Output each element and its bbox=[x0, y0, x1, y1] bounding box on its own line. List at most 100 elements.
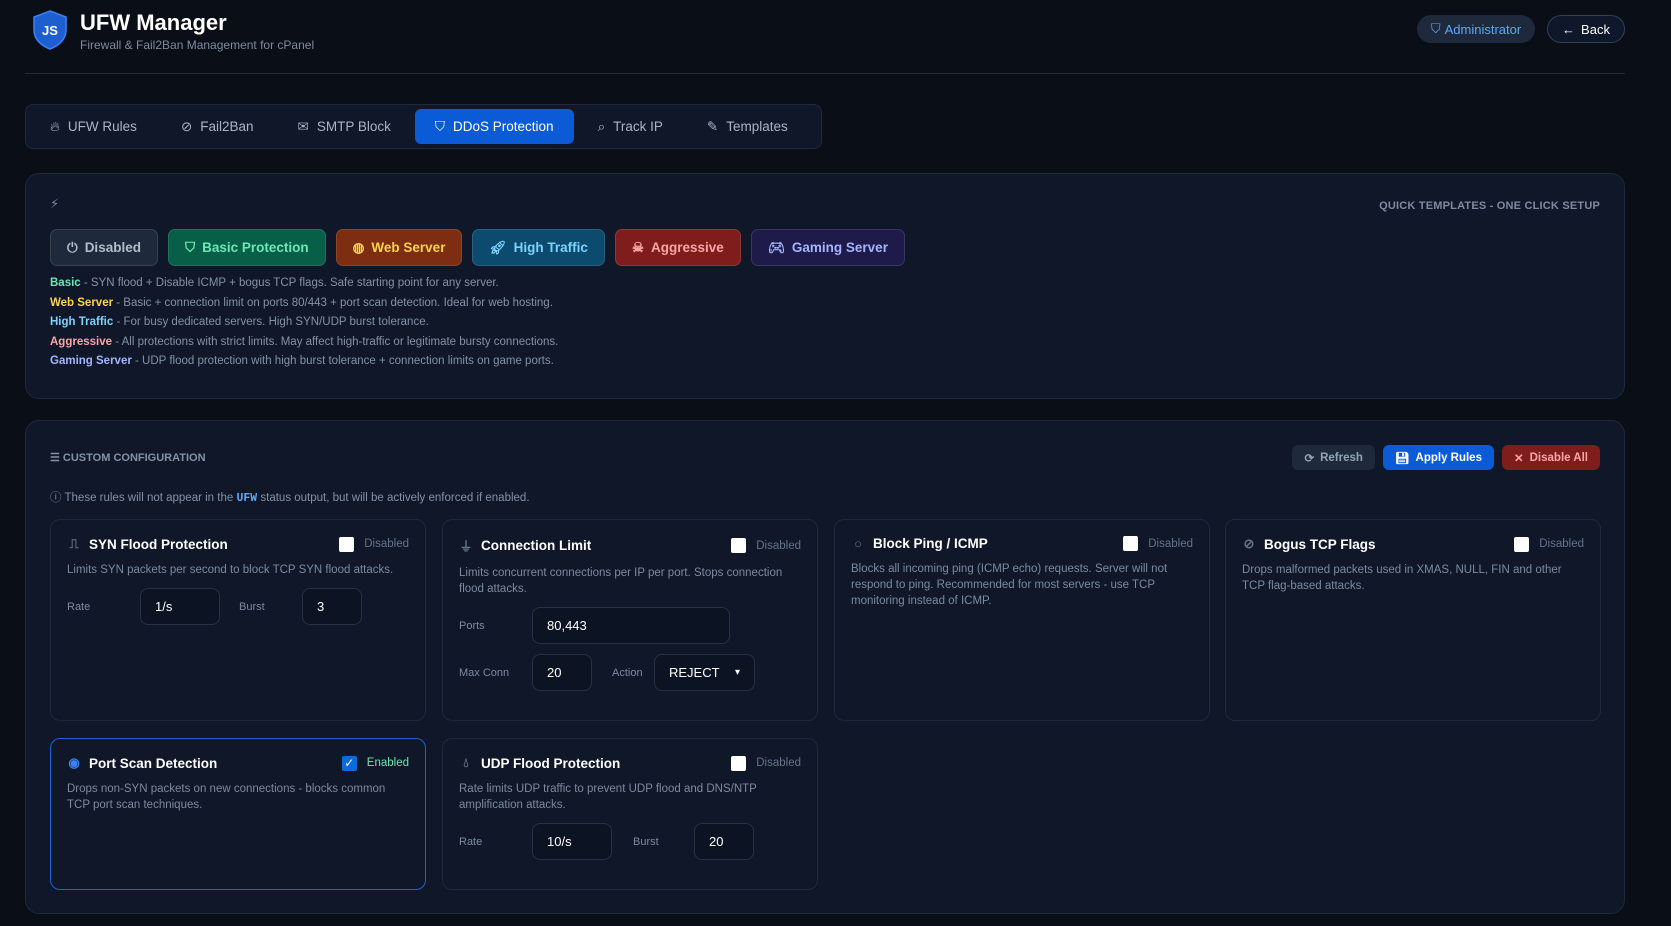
ports-label: Ports bbox=[459, 619, 485, 632]
template-buttons: ⏻ Disabled ⛉ Basic Protection ◍ Web Server 🚀︎ H… bbox=[50, 229, 905, 266]
udp-flood-checkbox[interactable] bbox=[731, 755, 747, 771]
template-web-server-button[interactable]: ◍ Web Server bbox=[335, 229, 463, 266]
connection-limit-checkbox[interactable] bbox=[731, 538, 747, 553]
refresh-label: Refresh bbox=[1320, 451, 1363, 464]
custom-config-heading: ☰ CUSTOM CONFIGURATION bbox=[50, 451, 206, 464]
template-name: Gaming Server bbox=[50, 355, 132, 367]
card-title: UDP Flood Protection bbox=[481, 755, 621, 771]
ports-input[interactable]: 80,443 bbox=[532, 607, 730, 644]
action-select[interactable]: REJECT ▾ bbox=[654, 654, 755, 691]
app-title: UFW Manager bbox=[80, 10, 227, 35]
syn-flood-checkbox[interactable] bbox=[339, 536, 355, 552]
sliders-icon: ☰ bbox=[50, 452, 63, 464]
card-description: Limits SYN packets per second to block T… bbox=[67, 564, 394, 576]
tab-label: Track IP bbox=[613, 119, 663, 134]
disable-all-button[interactable]: ✕ Disable All bbox=[1501, 445, 1600, 470]
plug-icon: ⏚ bbox=[459, 539, 473, 554]
bogus-tcp-card: ⊘ Bogus TCP Flags Disabled Drops malforme… bbox=[1225, 519, 1601, 721]
note-text: status output, but will be actively enfo… bbox=[257, 492, 530, 504]
template-descriptions: Basic - SYN flood + Disable ICMP + bogus… bbox=[50, 274, 558, 372]
burst-label: Burst bbox=[239, 600, 265, 613]
status-label: Enabled bbox=[366, 757, 409, 769]
card-title: Port Scan Detection bbox=[89, 755, 218, 771]
search-icon: ⌕ bbox=[597, 118, 606, 134]
udp-rate-input[interactable]: 10/s bbox=[532, 823, 612, 860]
ban-icon: ⊘ bbox=[1243, 536, 1255, 551]
svg-text:JS: JS bbox=[42, 23, 58, 38]
card-description: Blocks all incoming ping (ICMP echo) req… bbox=[851, 563, 1168, 607]
tab-templates[interactable]: ✎ Templates bbox=[687, 109, 808, 144]
arrow-left-icon: ← bbox=[1562, 21, 1576, 37]
shield-icon: ⛉ bbox=[184, 239, 196, 255]
quick-templates-heading: QUICK TEMPLATES - ONE CLICK SETUP bbox=[1379, 200, 1600, 212]
status-label: Disabled bbox=[756, 757, 801, 769]
info-note: ⓘ These rules will not appear in the UFW… bbox=[50, 489, 530, 505]
template-high-traffic-button[interactable]: 🚀︎ High Traffic bbox=[472, 229, 605, 266]
refresh-icon: ⟳ bbox=[1304, 452, 1315, 465]
role-label: Administrator bbox=[1444, 21, 1522, 37]
port-scan-card: ◉ Port Scan Detection ✓ Enabled Drops non-… bbox=[50, 738, 426, 890]
template-label: Disabled bbox=[84, 240, 141, 255]
max-conn-label: Max Conn bbox=[459, 666, 510, 679]
template-aggressive-button[interactable]: ☠ Aggressive bbox=[614, 229, 741, 266]
apply-rules-button[interactable]: 💾︎ Apply Rules bbox=[1382, 445, 1494, 470]
syn-burst-input[interactable]: 3 bbox=[302, 588, 362, 625]
fire-icon: 🔥︎ bbox=[50, 118, 60, 134]
template-description: Aggressive - All protections with strict… bbox=[50, 333, 558, 353]
eye-icon: ◉ bbox=[68, 755, 80, 770]
status-label: Disabled bbox=[364, 538, 409, 550]
max-conn-input[interactable]: 20 bbox=[532, 654, 592, 691]
template-disabled-button[interactable]: ⏻ Disabled bbox=[50, 229, 158, 266]
gamepad-icon: 🎮︎ bbox=[767, 239, 785, 255]
refresh-button[interactable]: ⟳ Refresh bbox=[1292, 445, 1375, 470]
card-title: Connection Limit bbox=[481, 538, 592, 553]
action-label: Action bbox=[612, 666, 643, 679]
bolt-icon: ⚡︎ bbox=[50, 196, 60, 211]
droplet-icon: 💧︎ bbox=[463, 755, 469, 770]
custom-config-panel: ☰ CUSTOM CONFIGURATION ⟳ Refresh 💾︎ Apply … bbox=[25, 420, 1625, 914]
block-ping-checkbox[interactable] bbox=[1123, 536, 1139, 551]
status-label: Disabled bbox=[1148, 537, 1193, 550]
tab-track-ip[interactable]: ⌕ Track IP bbox=[578, 109, 683, 144]
template-text: - Basic + connection limit on ports 80/4… bbox=[113, 296, 553, 309]
logo-shield-icon: JS bbox=[33, 10, 67, 50]
syn-flood-card: ⎍ SYN Flood Protection Disabled Limits SY… bbox=[50, 519, 426, 721]
shield-icon: ⛉ bbox=[434, 118, 446, 134]
syn-rate-input[interactable]: 1/s bbox=[140, 588, 220, 625]
envelope-icon: ✉ bbox=[297, 118, 309, 134]
template-text: - SYN flood + Disable ICMP + bogus TCP f… bbox=[80, 277, 499, 289]
card-description: Rate limits UDP traffic to prevent UDP f… bbox=[459, 783, 757, 811]
tab-fail2ban[interactable]: ⊘ Fail2Ban bbox=[161, 109, 274, 144]
template-text: - All protections with strict limits. Ma… bbox=[112, 335, 559, 348]
template-name: High Traffic bbox=[50, 316, 114, 328]
rate-label: Rate bbox=[459, 835, 483, 848]
tab-ufw-rules[interactable]: 🔥︎ UFW Rules bbox=[30, 109, 157, 144]
template-basic-protection-button[interactable]: ⛉ Basic Protection bbox=[167, 229, 326, 266]
main-tabs: 🔥︎ UFW Rules ⊘ Fail2Ban ✉ SMTP Block ⛉ DDoS … bbox=[25, 104, 822, 149]
card-description: Drops non-SYN packets on new connections… bbox=[67, 783, 386, 811]
port-scan-checkbox[interactable]: ✓ bbox=[341, 755, 357, 771]
note-text: These rules will not appear in the bbox=[64, 492, 237, 504]
tab-label: DDoS Protection bbox=[453, 119, 554, 134]
note-ufw: UFW bbox=[236, 492, 258, 505]
template-name: Basic bbox=[50, 277, 81, 289]
template-label: Basic Protection bbox=[202, 240, 309, 255]
template-gaming-server-button[interactable]: 🎮︎ Gaming Server bbox=[750, 229, 905, 266]
tab-smtp-block[interactable]: ✉ SMTP Block bbox=[278, 109, 411, 144]
udp-burst-input[interactable]: 20 bbox=[694, 823, 754, 860]
card-description: Drops malformed packets used in XMAS, NU… bbox=[1242, 564, 1562, 592]
tab-ddos-protection[interactable]: ⛉ DDoS Protection bbox=[414, 109, 574, 144]
template-label: Gaming Server bbox=[791, 240, 888, 255]
header-divider bbox=[25, 73, 1625, 74]
template-description: Web Server - Basic + connection limit on… bbox=[50, 294, 558, 314]
tab-label: Fail2Ban bbox=[200, 119, 254, 134]
close-icon: ✕ bbox=[1513, 452, 1524, 465]
card-description: Limits concurrent connections per IP per… bbox=[459, 567, 783, 595]
app-subtitle: Firewall & Fail2Ban Management for cPane… bbox=[80, 38, 315, 52]
template-name: Aggressive bbox=[50, 335, 113, 348]
back-button[interactable]: ← Back bbox=[1547, 15, 1625, 43]
burst-label: Burst bbox=[633, 835, 659, 848]
save-icon: 💾︎ bbox=[1394, 452, 1410, 465]
udp-flood-card: 💧︎ UDP Flood Protection Disabled Rate lim… bbox=[442, 738, 818, 890]
bogus-tcp-checkbox[interactable] bbox=[1514, 536, 1530, 552]
